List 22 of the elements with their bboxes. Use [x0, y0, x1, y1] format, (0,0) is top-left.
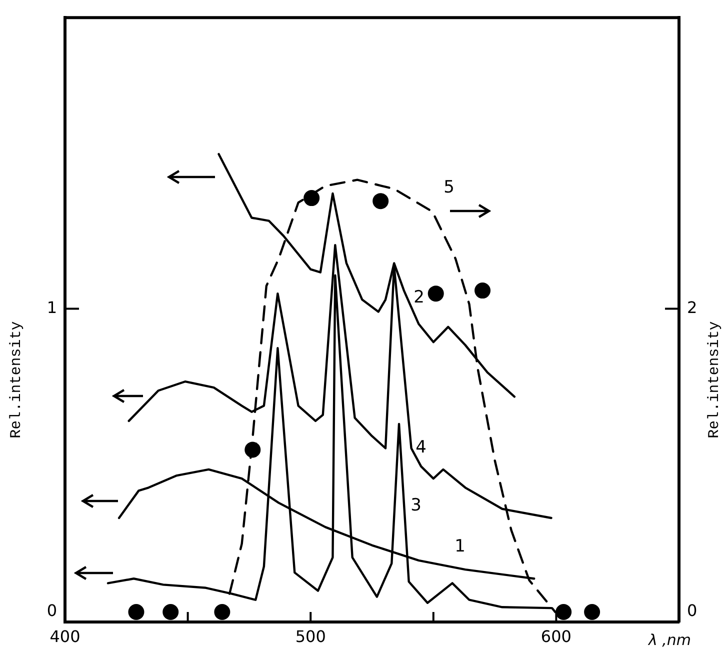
annotation: 3 — [410, 495, 422, 516]
point — [584, 604, 600, 620]
point — [372, 193, 389, 210]
x-tick-label: 400 — [50, 626, 80, 646]
y2-axis-title: Rel.intensity — [706, 321, 723, 438]
point — [214, 604, 230, 620]
y2-tick-label: 2 — [687, 298, 698, 317]
point — [304, 190, 320, 206]
annotation: 2 — [414, 287, 424, 308]
x-axis-title: λ ,nm — [647, 630, 691, 649]
annotation: 1 — [454, 536, 466, 556]
point — [128, 604, 144, 620]
annotation: 4 — [416, 437, 426, 458]
point — [428, 286, 444, 302]
x-tick-label: 600 — [540, 626, 572, 646]
annotation: 5 — [444, 177, 454, 198]
y-axis-title: Rel.intensity — [8, 321, 25, 438]
y2-tick-label: 0 — [687, 601, 698, 620]
point — [162, 604, 179, 620]
x-tick-label: 500 — [295, 626, 326, 646]
point — [474, 282, 491, 299]
point — [556, 604, 572, 620]
